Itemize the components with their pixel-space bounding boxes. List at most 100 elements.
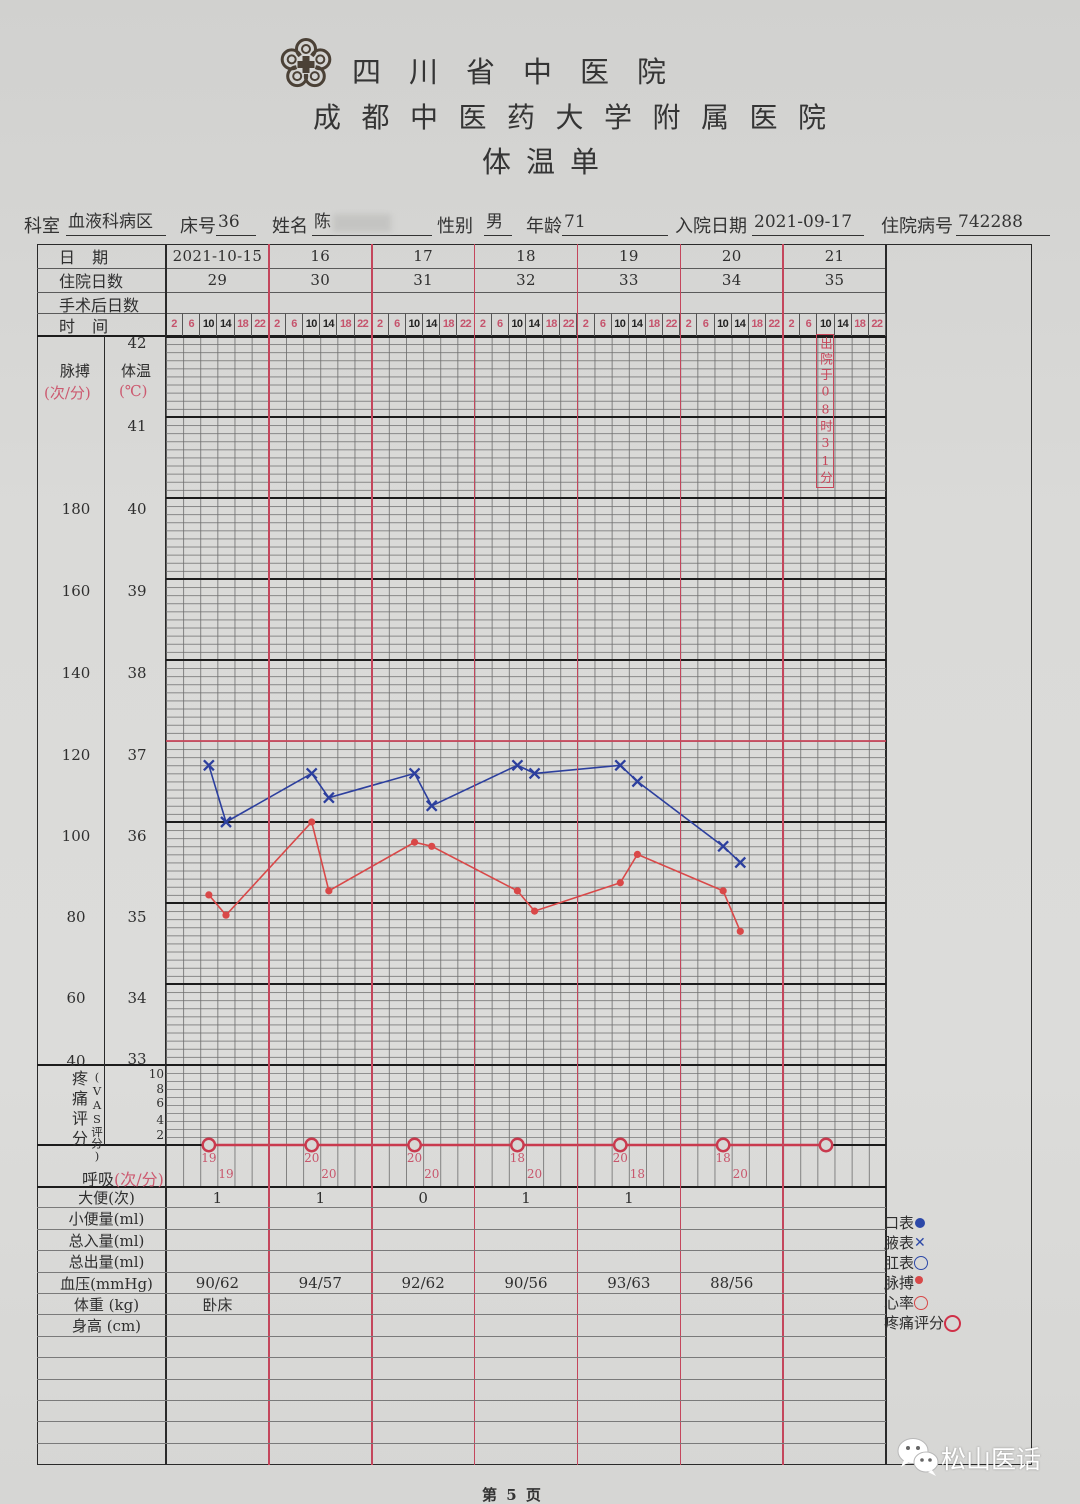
hospital-day-cell: 35: [824, 271, 845, 289]
time-slot-cell: 22: [252, 313, 269, 336]
date-row: 日 期 2021-10-15 16 17 18 19 20 21: [37, 244, 886, 268]
time-slot-cell: 22: [869, 313, 886, 336]
time-slot-cell: 18: [852, 313, 869, 336]
hospital-day-cell: 31: [413, 271, 433, 289]
time-slot-cell: 14: [526, 313, 544, 336]
pulse-tick: 160: [61, 582, 91, 600]
dot-marker-icon: [428, 842, 436, 850]
respiration-value: 18: [630, 1167, 645, 1181]
legend-item-rectal: 肛表: [884, 1253, 961, 1273]
pulse-tick: 140: [61, 664, 91, 682]
time-slot-cell: 6: [389, 313, 406, 336]
name-field: 陈: [312, 210, 432, 236]
pain-tick: 10: [148, 1067, 164, 1081]
post-op-day-row: 手术后日数: [37, 292, 886, 315]
date-cell: 2021-10-15: [172, 247, 263, 265]
respiration-title: 呼吸: [82, 1170, 115, 1189]
dot-marker-icon: [633, 850, 642, 859]
cell: 卧床: [202, 1296, 233, 1314]
time-slot-cell: 22: [457, 313, 475, 336]
hospital-day-cell: 34: [721, 271, 742, 289]
respiration-value: 20: [613, 1151, 628, 1165]
date-row-label: 日 期: [59, 248, 115, 267]
pulse-axis-unit: (次/分): [44, 384, 91, 402]
cross-marker-icon: [614, 759, 627, 772]
circle-marker-icon: [612, 1137, 628, 1153]
legend-label: 腋表: [884, 1234, 915, 1252]
daily-row-empty: [37, 1401, 886, 1423]
time-slot-cell: 14: [217, 313, 235, 336]
row-label: 身高 (cm): [71, 1317, 142, 1336]
dot-marker-icon: [308, 818, 316, 826]
cross-marker-icon: [220, 816, 232, 828]
day-divider: [371, 244, 373, 1465]
date-cell: 19: [619, 247, 639, 265]
time-slot-cell: 10: [509, 313, 526, 336]
time-row-label: 时 间: [59, 317, 115, 336]
cross-marker-icon: [631, 775, 644, 788]
day-divider: [576, 244, 579, 1465]
age-label: 年龄: [526, 216, 562, 237]
time-slot-cell: 10: [303, 313, 321, 336]
daily-row-blood-pressure: 血压(mmHg) 90/62 94/57 92/62 90/56 93/63 8…: [37, 1273, 886, 1294]
legend-item-oral: 口表: [884, 1213, 961, 1233]
temperature-axis-unit: (℃): [119, 382, 148, 400]
cell: 94/57: [298, 1274, 342, 1293]
pulse-tick: 40: [66, 1052, 86, 1070]
temp-tick: 41: [127, 417, 147, 435]
legend-item-axillary: 腋表 ✕: [884, 1233, 961, 1253]
daily-row-output: 总出量(ml): [37, 1251, 886, 1273]
legend-item-pain-score: 疼痛评分: [884, 1313, 962, 1333]
time-slot-cell: 10: [715, 313, 732, 336]
sex-label: 性别: [437, 216, 473, 237]
temp-tick: 36: [127, 827, 147, 845]
daily-row-urine: 小便量(ml): [37, 1208, 886, 1230]
chart-legend: 口表 腋表 ✕ 肛表 脉搏 心率 疼痛评分: [884, 1213, 962, 1333]
date-cell: 18: [516, 247, 536, 265]
circle-marker-icon: [407, 1137, 423, 1153]
time-slot-cell: 2: [783, 313, 801, 336]
hospital-affiliation: 成都中医药大学附属医院: [313, 101, 847, 134]
time-slot-cell: 2: [680, 313, 698, 336]
row-label: 体重 (kg): [73, 1296, 140, 1314]
daily-row-intake: 总入量(ml): [37, 1230, 886, 1252]
respiration-value: 20: [424, 1167, 439, 1181]
day-divider: [782, 244, 784, 1465]
dot-marker-icon: [616, 879, 624, 887]
temp-tick: 39: [127, 582, 147, 600]
pulse-tick: 60: [66, 989, 86, 1007]
respiration-value: 19: [201, 1151, 216, 1165]
time-slot-cell: 10: [406, 313, 424, 336]
dot-marker-icon: [513, 887, 522, 895]
hospital-logo-icon: [279, 37, 333, 91]
daily-row-empty: [37, 1380, 886, 1401]
divider: [37, 313, 886, 314]
day-divider: [268, 244, 270, 1465]
form-outer-border: [37, 244, 1032, 1465]
time-slot-cell: 10: [612, 313, 629, 336]
time-slot-cell: 18: [543, 313, 561, 336]
daily-row-empty: [37, 1444, 886, 1465]
time-slot-cell: 2: [269, 313, 286, 336]
name-value: 陈: [314, 212, 331, 232]
record-no-label: 住院病号: [881, 216, 953, 237]
daily-row-height: 身高 (cm): [37, 1315, 886, 1337]
date-cell: 21: [824, 247, 845, 265]
respiration-value: 20: [407, 1151, 422, 1165]
department-label: 科室: [24, 216, 60, 237]
page-number: 第 5 页: [482, 1486, 543, 1504]
time-slot-cell: 18: [646, 313, 664, 336]
department-value: 血液科病区: [66, 210, 166, 236]
time-slot-cell: 18: [235, 313, 252, 336]
hollow-circle-icon: [914, 1256, 929, 1270]
date-cell: 16: [310, 247, 331, 265]
pain-score-subtitle: (VAS评分): [90, 1070, 104, 1163]
time-slot-row: 2 6 10 14 18 22 2 6 10 14 18 22 2 6 10 14 18 22 2 6 10 14 1…: [166, 313, 886, 336]
time-slot-cell: 6: [183, 313, 201, 336]
age-value: 71: [562, 210, 668, 236]
dot-marker-icon: [736, 927, 744, 935]
time-slot-cell: 10: [817, 313, 835, 336]
pain-tick: 6: [156, 1096, 164, 1110]
hollow-circle-icon: [944, 1314, 962, 1332]
